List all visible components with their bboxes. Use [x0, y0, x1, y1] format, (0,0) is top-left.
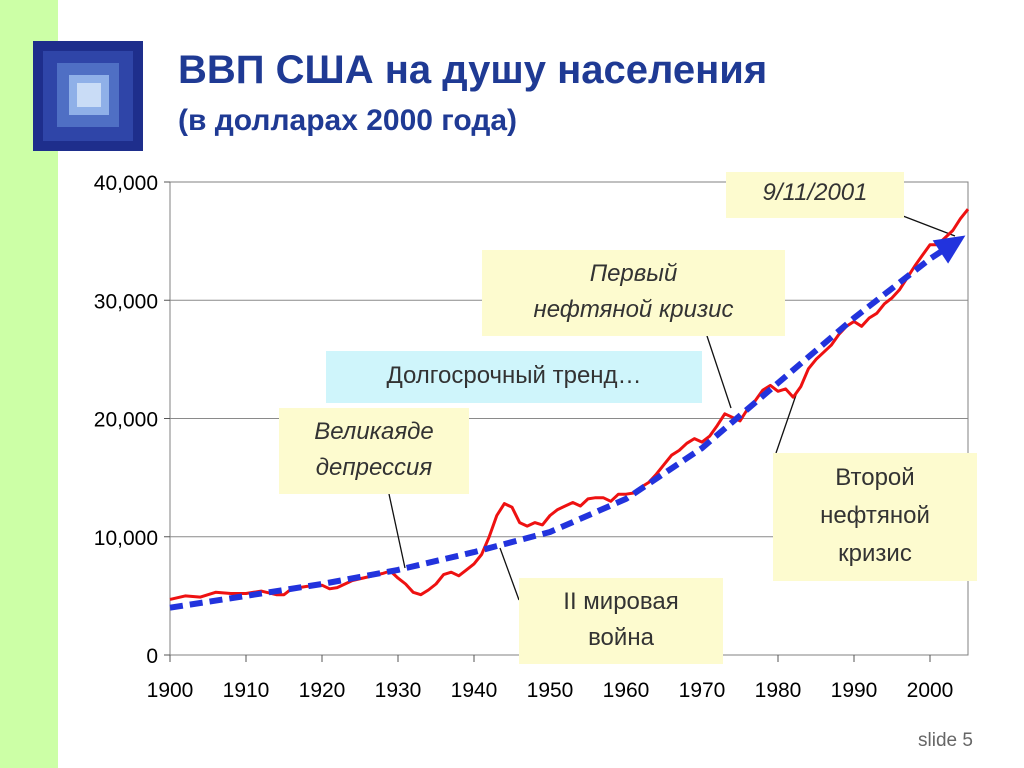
annotation-long-term-trend: Долгосрочный тренд… — [326, 351, 702, 403]
annotation-second-oil-crisis: Второй нефтяной кризис — [773, 453, 977, 581]
annotation-great-depression-line2: депрессия — [315, 454, 433, 481]
slide-number: slide 5 — [918, 730, 973, 751]
y-tick-label: 0 — [146, 645, 158, 668]
x-tick-label: 1950 — [527, 679, 574, 702]
annotation-first-oil-crisis: Первый нефтяной кризис — [482, 250, 785, 336]
annotation-pointer — [499, 547, 520, 601]
annotation-pointer — [902, 215, 956, 237]
x-tick-label: 1930 — [375, 679, 422, 702]
logo — [33, 41, 143, 151]
x-tick-label: 1910 — [223, 679, 270, 702]
x-tick-label: 1940 — [451, 679, 498, 702]
annotation-pointer — [775, 394, 797, 454]
annotation-first-oil-crisis-line2: нефтяной кризис — [533, 296, 734, 323]
x-tick-label: 1990 — [831, 679, 878, 702]
y-tick-label: 10,000 — [94, 527, 158, 550]
y-tick-label: 30,000 — [94, 290, 158, 313]
annotation-world-war-2-line1: II мировая — [563, 588, 679, 615]
x-tick-label: 1980 — [755, 679, 802, 702]
annotation-sept11: 9/11/2001 — [726, 172, 904, 218]
y-tick-label: 20,000 — [94, 409, 158, 432]
annotation-sept11-text: 9/11/2001 — [762, 179, 868, 206]
x-tick-label: 1900 — [147, 679, 194, 702]
annotation-second-oil-crisis-line1: Второй — [835, 464, 915, 491]
annotation-great-depression-line1: Великаяде — [314, 418, 434, 445]
annotation-second-oil-crisis-line3: кризис — [838, 540, 912, 567]
x-tick-label: 2000 — [907, 679, 954, 702]
annotation-world-war-2: II мировая война — [519, 578, 723, 664]
slide-subtitle: (в долларах 2000 года) — [178, 104, 518, 137]
annotation-pointer — [706, 335, 732, 409]
annotation-world-war-2-line2: война — [588, 624, 654, 651]
annotation-pointer — [388, 493, 406, 569]
annotation-long-term-trend-text: Долгосрочный тренд… — [386, 362, 642, 389]
x-tick-label: 1970 — [679, 679, 726, 702]
trend-line — [169, 236, 963, 611]
slide-title: ВВП США на душу населения — [178, 48, 768, 92]
annotation-great-depression: Великаяде депрессия — [279, 408, 469, 494]
x-tick-label: 1920 — [299, 679, 346, 702]
annotation-first-oil-crisis-line1: Первый — [589, 260, 678, 287]
y-tick-label: 40,000 — [94, 172, 158, 195]
annotation-second-oil-crisis-line2: нефтяной — [820, 502, 930, 529]
x-tick-label: 1960 — [603, 679, 650, 702]
trend-arrowhead — [932, 235, 966, 264]
